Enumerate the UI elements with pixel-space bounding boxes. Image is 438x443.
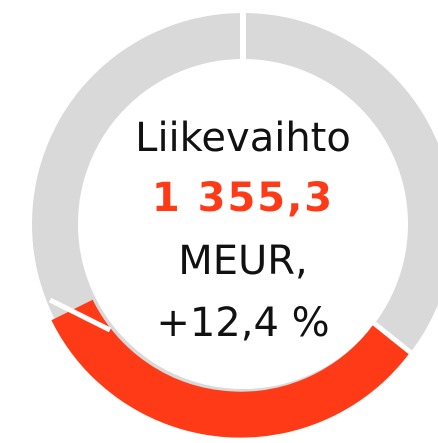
change: +12,4 % [156,300,329,346]
unit: MEUR, [178,238,308,284]
ring-highlight [51,299,411,438]
ring-gap [48,297,112,333]
ring [32,0,438,438]
value: 1 355,3 [152,175,334,221]
label: Liikevaihto [135,115,351,161]
ring-gap [368,318,422,362]
